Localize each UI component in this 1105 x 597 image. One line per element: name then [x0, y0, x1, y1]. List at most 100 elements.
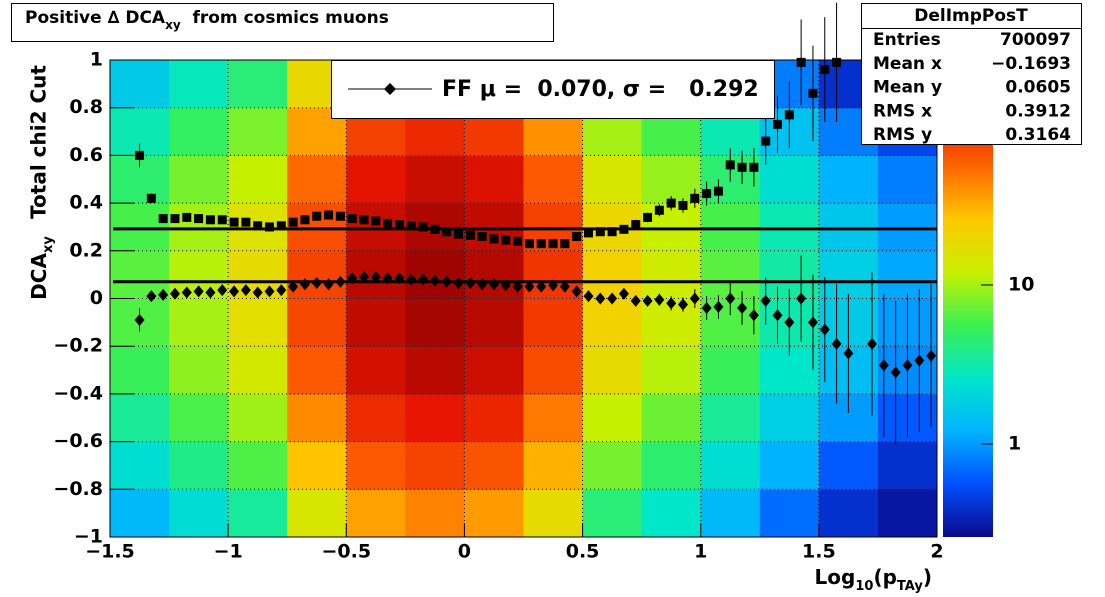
sigma-marker: [158, 214, 168, 224]
heatmap-cell: [110, 346, 170, 395]
sigma-marker: [394, 220, 404, 230]
heatmap-cell: [582, 250, 643, 299]
mean-marker: [713, 300, 724, 313]
sigma-marker: [383, 218, 393, 228]
x-tick-label: 2: [930, 541, 943, 563]
heatmap-cell: [700, 203, 761, 252]
sigma-marker: [229, 217, 239, 227]
heatmap-cell: [110, 489, 170, 538]
stats-label: RMS x: [873, 101, 932, 121]
mean-marker: [311, 276, 322, 289]
sigma-marker: [477, 231, 487, 241]
heatmap-cell: [523, 489, 584, 538]
mean-marker: [760, 294, 771, 307]
y-tick-label: −0.6: [53, 430, 103, 452]
sigma-marker: [820, 65, 830, 75]
sigma-marker: [583, 228, 593, 238]
y-tick-label: 0.4: [69, 192, 103, 214]
mean-marker: [902, 359, 913, 372]
mean-marker: [867, 337, 878, 350]
mean-marker: [689, 292, 700, 305]
sigma-marker: [182, 212, 192, 222]
heatmap-cell: [582, 346, 643, 395]
heatmap-cell: [346, 393, 406, 443]
heatmap-cell: [346, 155, 406, 204]
sigma-marker: [276, 221, 286, 231]
heatmap-cell: [405, 250, 465, 299]
heatmap-cell: [405, 441, 465, 490]
sigma-marker: [690, 193, 700, 203]
stats-label: Mean y: [873, 78, 942, 98]
mean-marker: [500, 279, 511, 292]
heatmap-cell: [228, 298, 288, 347]
y-title-sub: xy: [41, 236, 56, 253]
sigma-marker: [335, 211, 345, 221]
heatmap-cell: [759, 393, 820, 443]
mean-marker: [264, 285, 275, 298]
mean-marker: [536, 280, 547, 293]
stats-label: Entries: [873, 30, 941, 50]
heatmap-cell: [405, 489, 465, 538]
sigma-marker: [773, 119, 783, 129]
sigma-marker: [607, 227, 617, 237]
heatmap-cell: [405, 393, 465, 443]
sigma-marker: [808, 88, 818, 98]
z-tick-label: 1: [1008, 432, 1021, 454]
heatmap-cell: [700, 489, 761, 538]
mean-marker: [559, 280, 570, 293]
heatmap-cell: [287, 155, 347, 204]
heatmap-cell: [228, 393, 288, 443]
heatmap-cell: [464, 250, 524, 299]
x-tick-label: 1: [694, 541, 707, 563]
mean-marker: [583, 290, 594, 303]
heatmap-cell: [582, 489, 643, 538]
heatmap-cell: [287, 393, 347, 443]
mean-marker: [524, 280, 535, 293]
x-title-sub: 10: [855, 579, 873, 594]
sigma-marker: [832, 57, 842, 67]
sigma-marker: [359, 215, 369, 225]
title-part: Positive ∆ DCA: [25, 8, 166, 28]
heatmap-cell: [169, 441, 229, 490]
heatmap-cell: [405, 346, 465, 395]
heatmap-cell: [110, 393, 170, 443]
stats-value: 0.0605: [1005, 78, 1071, 98]
heatmap-cell: [641, 441, 702, 490]
stats-box: [861, 3, 1082, 145]
heatmap-cell: [818, 441, 879, 490]
sigma-marker: [288, 217, 298, 227]
sigma-marker: [253, 221, 263, 231]
mean-marker: [737, 302, 748, 315]
x-tick-label: 0.5: [566, 541, 600, 563]
stats-rows: Entries 700097 Mean x −0.1693 Mean y 0.0605 RM…: [873, 30, 1071, 145]
heatmap-cell: [346, 441, 406, 490]
chart-title: Positive ∆ DCAxy from cosmics muons: [25, 8, 389, 32]
sigma-marker: [536, 239, 546, 249]
heatmap-cell: [169, 155, 229, 204]
mean-marker: [701, 302, 712, 315]
mean-marker: [359, 271, 370, 284]
x-title-part: ): [923, 565, 932, 589]
y-title-part: DCA: [27, 253, 51, 300]
mean-marker: [607, 292, 618, 305]
legend-marker: [384, 83, 396, 95]
sigma-marker: [324, 210, 334, 220]
title-part: from cosmics muons: [181, 8, 389, 28]
sigma-marker: [406, 221, 416, 231]
sigma-marker: [702, 189, 712, 199]
heatmap-cell: [877, 155, 938, 204]
sigma-marker: [631, 220, 641, 230]
sigma-marker: [666, 198, 676, 208]
sigma-marker: [796, 57, 806, 67]
mean-marker: [477, 278, 488, 291]
y-tick-label: 0.6: [69, 144, 103, 166]
sigma-marker: [548, 239, 558, 249]
heatmap-cell: [582, 393, 643, 443]
x-title-part: Log: [815, 565, 856, 589]
heatmap-cell: [405, 155, 465, 204]
mean-marker: [548, 279, 559, 292]
mean-marker: [335, 275, 346, 288]
heatmap-cell: [287, 346, 347, 395]
heatmap-cell: [228, 441, 288, 490]
mean-marker: [819, 323, 830, 336]
